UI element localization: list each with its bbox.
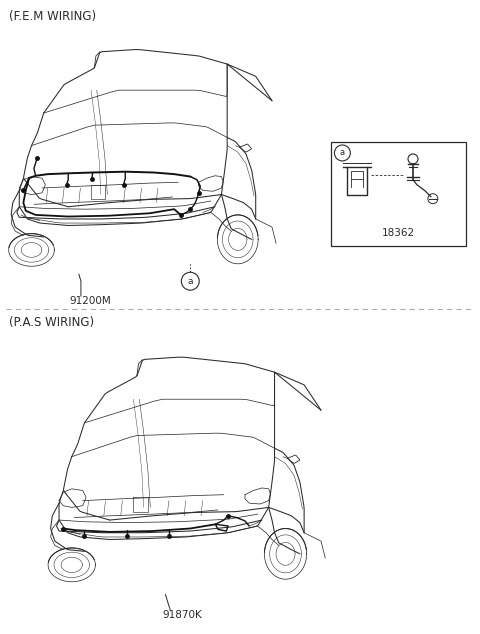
Text: a: a bbox=[340, 148, 345, 157]
Text: 91870K: 91870K bbox=[162, 611, 202, 620]
Text: a: a bbox=[188, 276, 193, 286]
Text: 91200M: 91200M bbox=[69, 296, 111, 306]
Text: 18362: 18362 bbox=[382, 228, 415, 238]
Text: (F.E.M WIRING): (F.E.M WIRING) bbox=[9, 10, 96, 23]
Circle shape bbox=[181, 272, 199, 290]
Circle shape bbox=[335, 145, 350, 161]
Text: (P.A.S WIRING): (P.A.S WIRING) bbox=[9, 316, 95, 329]
Bar bbox=[332, 142, 466, 247]
